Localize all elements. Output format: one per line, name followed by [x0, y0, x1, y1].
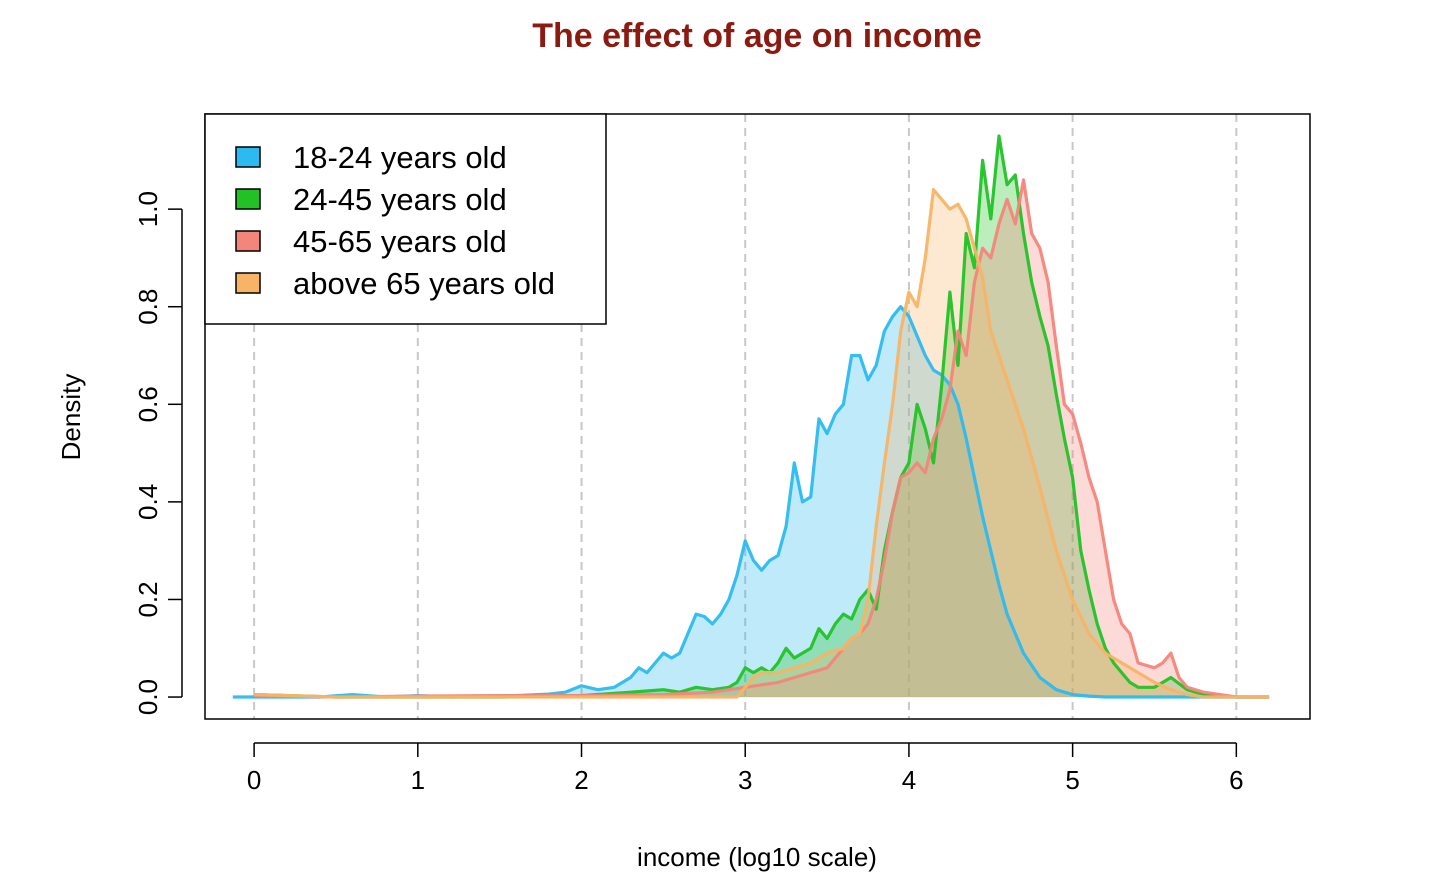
- x-axis: 0 1 2 3 4 5 6: [247, 742, 1244, 795]
- line-series-1: [254, 134, 1270, 699]
- area-series-3: [254, 189, 1270, 697]
- y-axis: 0.0 0.2 0.4 0.6 0.8 1.0: [133, 191, 183, 715]
- legend-label-3: above 65 years old: [293, 266, 555, 301]
- legend-box: [204, 113, 607, 325]
- x-tick-label-5: 5: [1065, 765, 1079, 795]
- legend: 18-24 years old 24-45 years old 45-65 year…: [204, 113, 607, 325]
- y-axis-label: Density: [56, 374, 86, 461]
- legend-swatch-1: [235, 188, 261, 210]
- density-areas: [232, 136, 1270, 697]
- legend-label-0: 18-24 years old: [293, 140, 507, 175]
- x-tick-label-1: 1: [411, 765, 425, 795]
- line-series-0: [232, 305, 1270, 699]
- legend-swatch-2: [235, 230, 261, 252]
- x-tick-label-4: 4: [902, 765, 916, 795]
- y-tick-label-5: 1.0: [133, 191, 163, 227]
- line-series-2: [254, 178, 1270, 699]
- legend-swatch-3: [235, 272, 261, 294]
- y-tick-label-1: 0.2: [133, 581, 163, 617]
- x-axis-label: income (log10 scale): [637, 842, 877, 872]
- legend-label-1: 24-45 years old: [293, 182, 507, 217]
- x-tick-label-0: 0: [247, 765, 261, 795]
- area-series-2: [254, 179, 1270, 697]
- legend-label-2: 45-65 years old: [293, 224, 507, 259]
- area-series-1: [254, 136, 1270, 697]
- y-tick-label-0: 0.0: [133, 679, 163, 715]
- legend-swatch-0: [235, 146, 261, 168]
- y-tick-label-4: 0.8: [133, 289, 163, 325]
- x-tick-label-2: 2: [574, 765, 588, 795]
- y-tick-label-3: 0.6: [133, 386, 163, 422]
- chart-title: The effect of age on income: [532, 17, 982, 55]
- x-tick-label-6: 6: [1229, 765, 1243, 795]
- area-series-0: [232, 306, 1270, 697]
- y-tick-label-2: 0.4: [133, 484, 163, 520]
- x-tick-label-3: 3: [738, 765, 752, 795]
- line-series-3: [254, 188, 1270, 699]
- density-lines: [232, 134, 1270, 699]
- plot-frame: [204, 113, 1311, 720]
